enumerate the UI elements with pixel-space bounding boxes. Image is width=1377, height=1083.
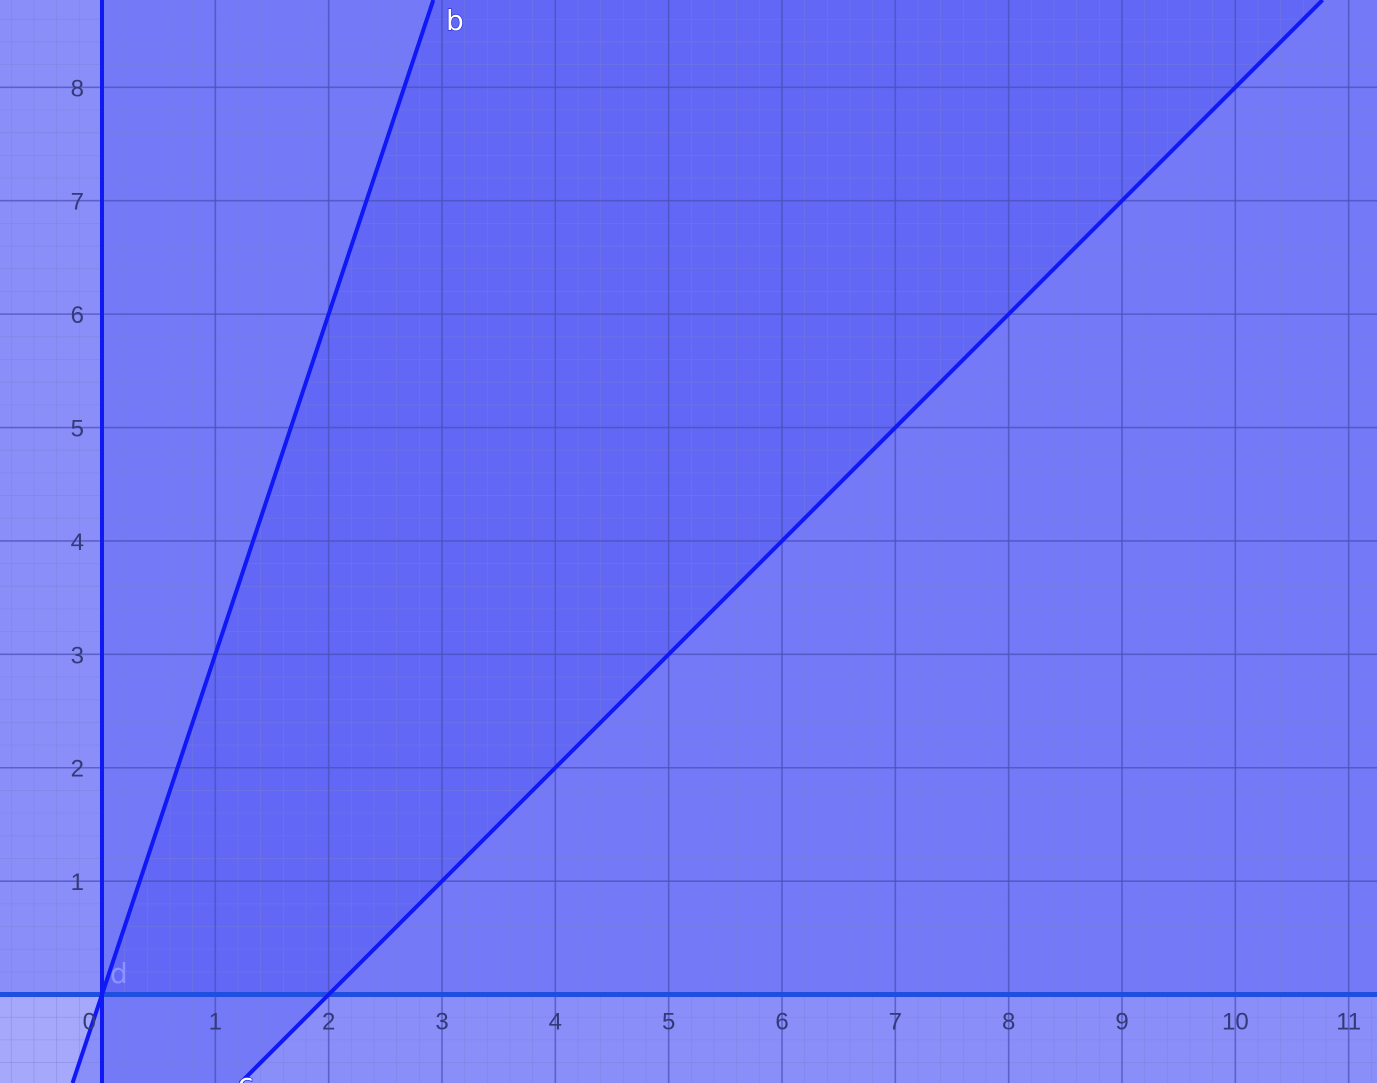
x-tick-label: 7 [889,1009,902,1036]
line-c[interactable] [238,0,1325,1083]
line-b[interactable] [70,0,436,1083]
x-tick-label: 3 [435,1009,448,1036]
curve-label-d[interactable]: d [110,957,128,990]
curve-label-c[interactable]: c [237,1066,254,1083]
x-tick-label: 4 [549,1009,562,1036]
curve-label-b[interactable]: b [445,3,464,37]
x-tick-label: 8 [1002,1009,1015,1036]
x-tick-label: 1 [209,1009,222,1036]
y-tick-label: 3 [71,642,84,669]
region-y-nonneg [0,0,1377,995]
y-tick-label: 4 [71,529,84,556]
plotted-lines[interactable] [70,0,1325,1083]
y-tick-label: 1 [71,869,84,896]
x-tick-label: 2 [322,1009,335,1036]
x-tick-label: 10 [1222,1009,1249,1036]
y-tick-label: 7 [71,189,84,216]
y-tick-label: 8 [71,75,84,102]
y-tick-label: 2 [71,756,84,783]
x-tick-label: 6 [775,1009,788,1036]
x-tick-label: 11 [1336,1009,1361,1036]
y-tick-label: 6 [71,302,84,329]
x-tick-label: 9 [1115,1009,1128,1036]
x-tick-label: 5 [662,1009,675,1036]
y-tick-label: 5 [71,416,84,443]
curve-labels: b c d [110,3,464,1083]
origin-label: 0 [83,1009,96,1036]
